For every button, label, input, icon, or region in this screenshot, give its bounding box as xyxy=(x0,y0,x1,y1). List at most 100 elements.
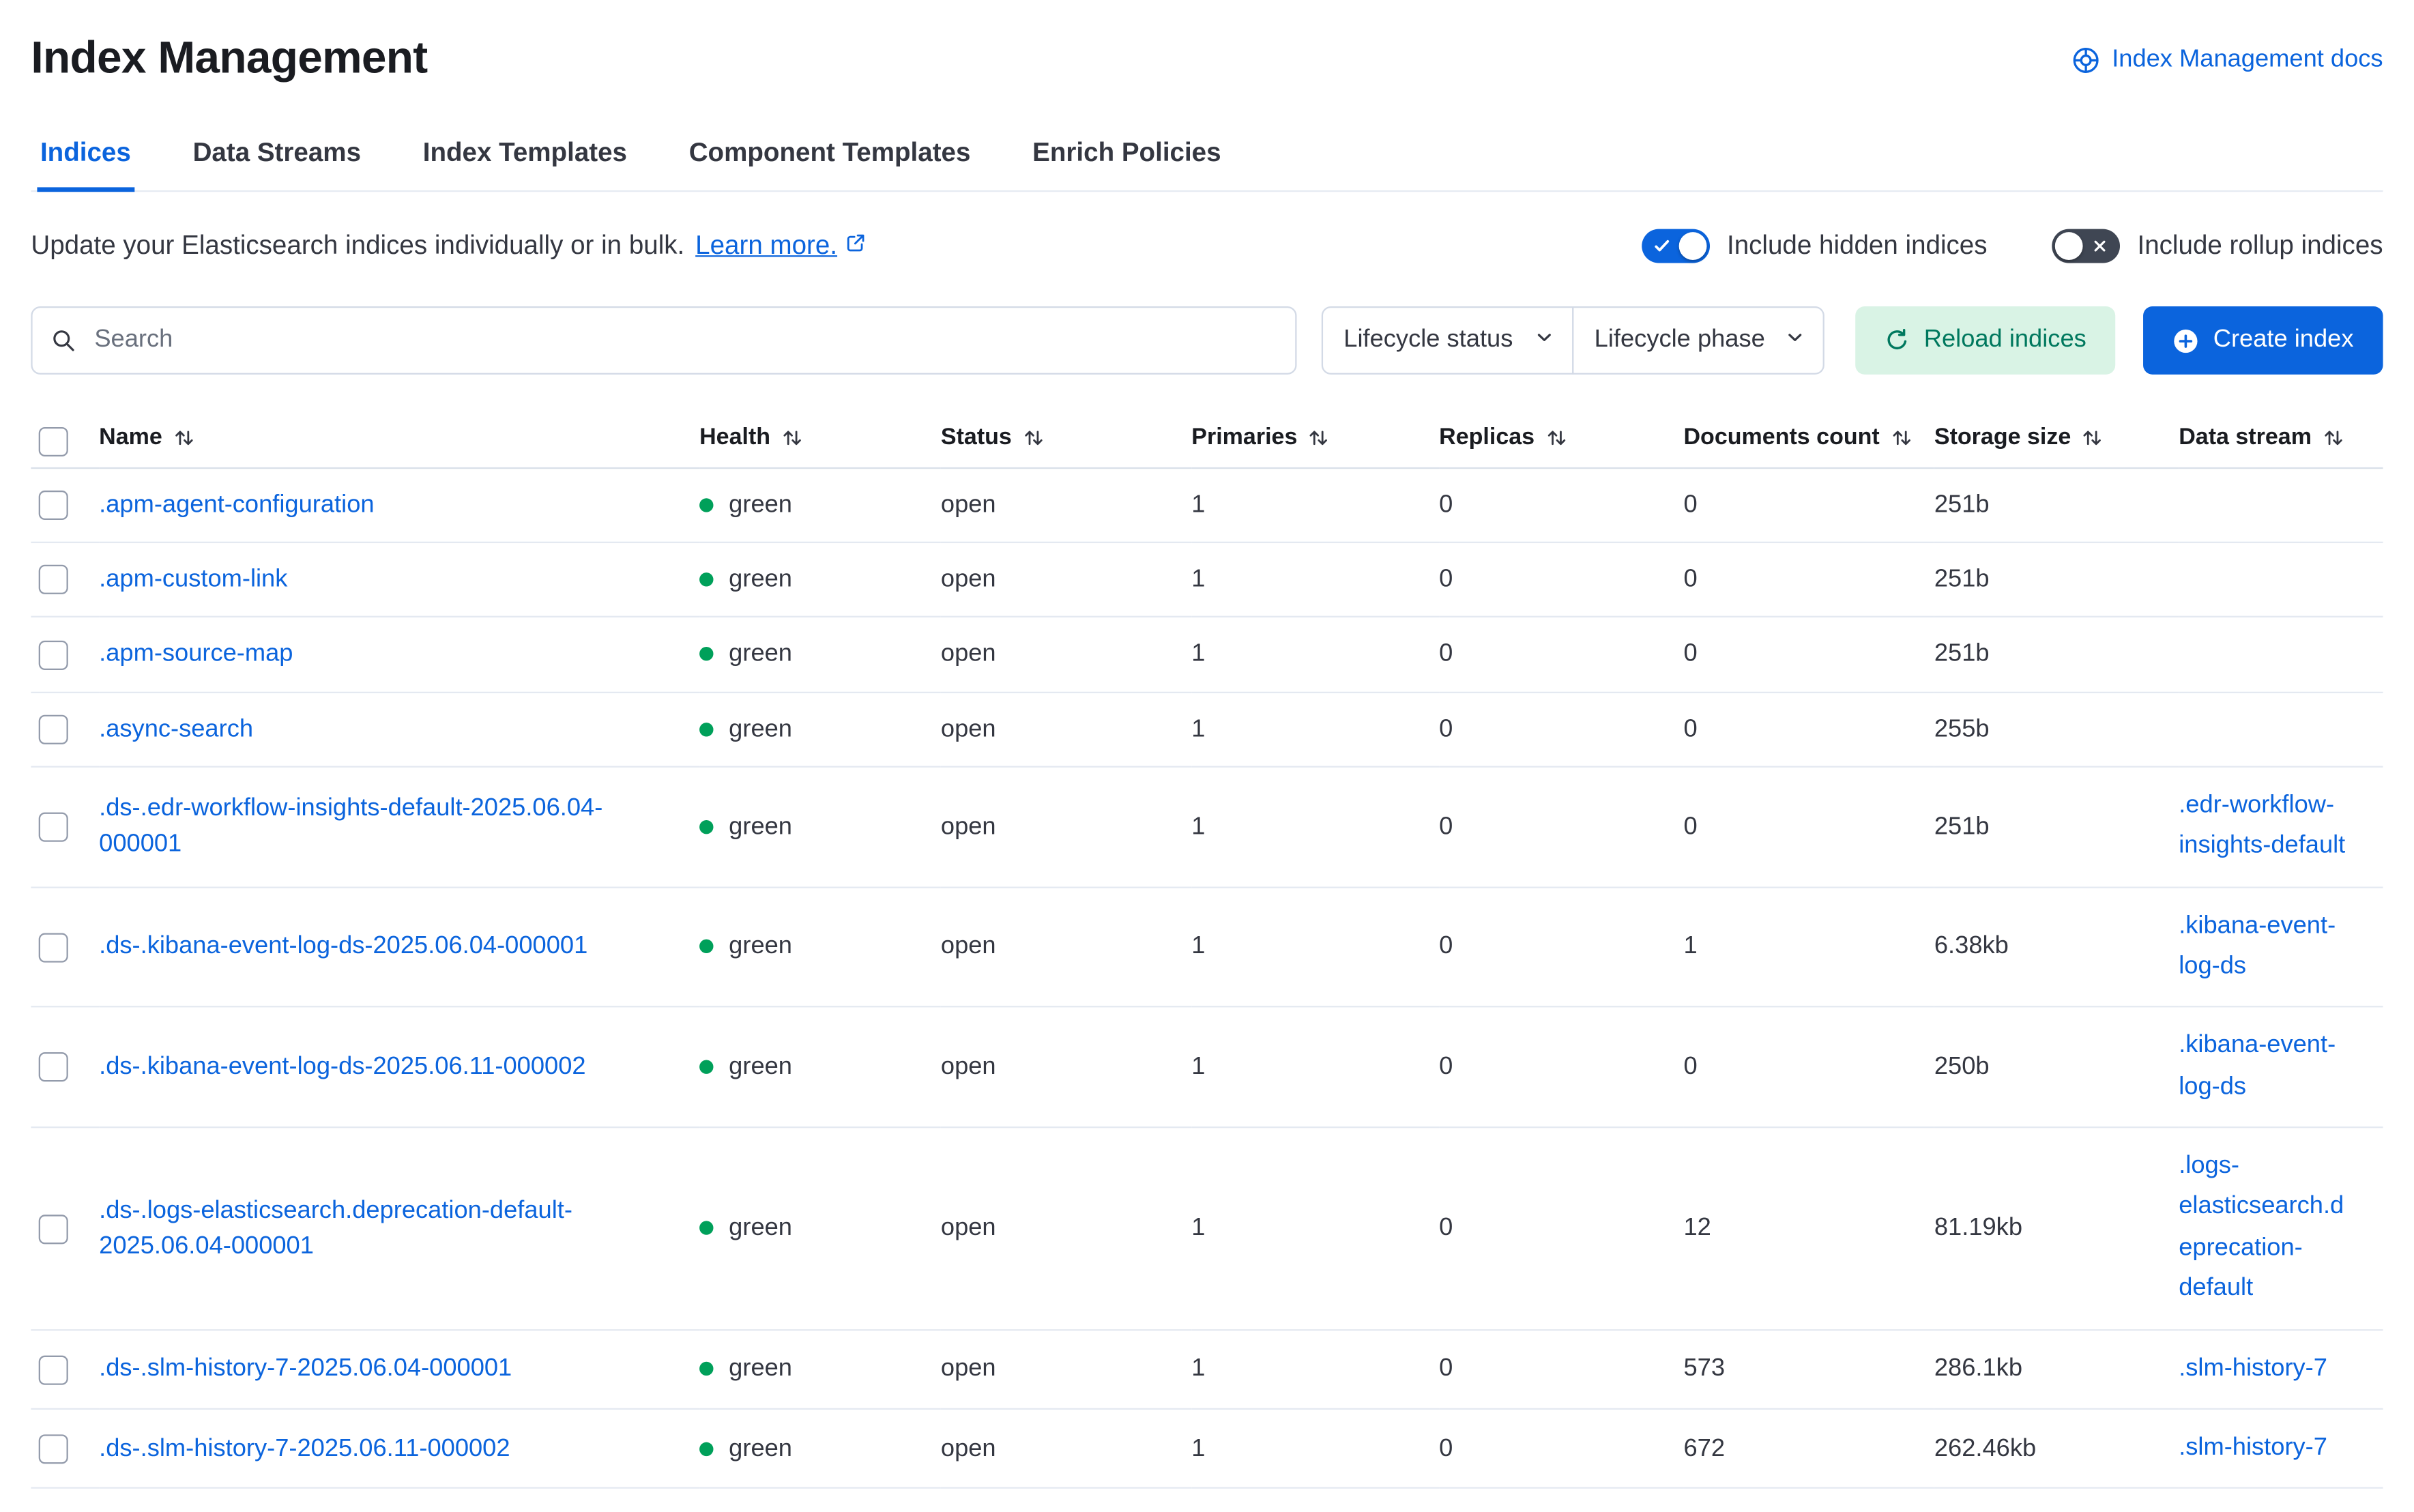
tab-enrich-policies[interactable]: Enrich Policies xyxy=(1032,137,1221,167)
storage-size-value: 81.19kb xyxy=(1934,1127,2179,1331)
storage-size-value: 251b xyxy=(1934,468,2179,544)
select-all-checkbox[interactable] xyxy=(38,426,68,456)
health-dot xyxy=(699,647,714,662)
docs-link-label: Index Management docs xyxy=(2112,45,2383,72)
row-checkbox[interactable] xyxy=(38,565,68,595)
sort-icon xyxy=(175,430,193,445)
include-hidden-indices-switch[interactable] xyxy=(1642,229,1711,263)
health-dot xyxy=(699,572,714,587)
table-row: .async-search green open 1 0 0 255b xyxy=(31,691,2383,768)
replicas-value: 0 xyxy=(1439,886,1684,1008)
row-checkbox[interactable] xyxy=(38,1434,68,1464)
check-icon xyxy=(1653,237,1671,255)
table-row: .apm-agent-configuration green open 1 0 … xyxy=(31,468,2383,544)
create-index-button[interactable]: Create index xyxy=(2143,306,2383,375)
row-checkbox[interactable] xyxy=(38,1053,68,1083)
row-checkbox[interactable] xyxy=(38,812,68,842)
column-header-replicas[interactable]: Replicas xyxy=(1439,414,1684,469)
index-name-link[interactable]: .ds-.kibana-event-log-ds-2025.06.11-0000… xyxy=(99,1053,586,1081)
status-value: open xyxy=(940,1006,1192,1129)
index-name-link[interactable]: .apm-source-map xyxy=(99,641,293,668)
index-name-link[interactable]: .ds-.edr-workflow-insights-default-2025.… xyxy=(99,795,603,858)
page-title: Index Management xyxy=(31,33,428,84)
documents-count-value: 12 xyxy=(1683,1127,1934,1331)
tab-indices[interactable]: Indices xyxy=(37,128,134,192)
reload-indices-button[interactable]: Reload indices xyxy=(1855,306,2116,375)
health-dot xyxy=(699,1221,714,1236)
toggle-label: Include rollup indices xyxy=(2137,230,2383,261)
column-label: Data stream xyxy=(2179,424,2312,450)
tabs: Indices Data Streams Index Templates Compon… xyxy=(31,128,2383,192)
documents-count-value: 0 xyxy=(1683,1006,1934,1129)
tab-component-templates[interactable]: Component Templates xyxy=(688,137,971,167)
index-name-link[interactable]: .ds-.slm-history-7-2025.06.04-000001 xyxy=(99,1356,512,1382)
tab-data-streams[interactable]: Data Streams xyxy=(192,137,362,167)
column-header-health[interactable]: Health xyxy=(699,414,941,469)
primaries-value: 1 xyxy=(1191,886,1440,1008)
index-name-link[interactable]: .ds-.kibana-event-log-ds-2025.06.04-0000… xyxy=(99,933,588,960)
replicas-value: 0 xyxy=(1439,617,1684,693)
index-name-link[interactable]: .ds-.slm-history-7-2025.06.11-000002 xyxy=(99,1435,510,1462)
learn-more-label: Learn more. xyxy=(695,230,838,261)
row-checkbox[interactable] xyxy=(38,640,68,670)
lifecycle-status-label: Lifecycle status xyxy=(1343,326,1513,353)
search-input[interactable] xyxy=(31,306,1298,375)
switch-thumb xyxy=(2055,232,2084,261)
storage-size-value: 6.38kb xyxy=(1934,886,2179,1008)
primaries-value: 1 xyxy=(1191,1127,1440,1331)
column-header-primaries[interactable]: Primaries xyxy=(1191,414,1440,469)
table-row: .ds-.kibana-event-log-ds-2025.06.04-0000… xyxy=(31,886,2383,1008)
documents-count-value: 0 xyxy=(1683,542,1934,618)
include-hidden-indices-toggle: Include hidden indices xyxy=(1642,229,1988,263)
data-stream-link[interactable]: .slm-history-7 xyxy=(2179,1434,2327,1462)
data-stream-link[interactable]: .kibana-event-log-ds xyxy=(2179,1032,2336,1100)
health-value: green xyxy=(729,1053,792,1081)
lifecycle-status-select[interactable]: Lifecycle status xyxy=(1322,306,1575,375)
data-stream-link[interactable]: .edr-workflow-insights-default xyxy=(2179,791,2346,860)
data-stream-link[interactable]: .slm-history-7 xyxy=(2179,1354,2327,1382)
column-label: Status xyxy=(940,424,1012,450)
storage-size-value: 250b xyxy=(1934,1006,2179,1129)
column-header-name[interactable]: Name xyxy=(99,414,700,469)
health-dot xyxy=(699,819,714,834)
table-row: .ds-.kibana-event-log-ds-2025.06.11-0000… xyxy=(31,1006,2383,1129)
sort-icon xyxy=(1892,430,1910,445)
plus-in-circle-icon xyxy=(2173,328,2200,354)
lifecycle-filters: Lifecycle status Lifecycle phase xyxy=(1322,306,1825,375)
include-rollup-indices-switch[interactable] xyxy=(2052,229,2121,263)
storage-size-value: 262.46kb xyxy=(1934,1409,2179,1489)
column-header-status[interactable]: Status xyxy=(940,414,1192,469)
column-header-data-stream[interactable]: Data stream xyxy=(2179,414,2383,469)
documents-count-value: 0 xyxy=(1683,691,1934,768)
controls-row: Lifecycle status Lifecycle phase xyxy=(31,306,2383,375)
column-header-documents-count[interactable]: Documents count xyxy=(1683,414,1934,469)
row-checkbox[interactable] xyxy=(38,1354,68,1384)
row-checkbox[interactable] xyxy=(38,1214,68,1244)
docs-link[interactable]: Index Management docs xyxy=(2071,46,2383,74)
sort-icon xyxy=(783,430,801,445)
index-name-link[interactable]: .async-search xyxy=(99,716,254,742)
refresh-icon xyxy=(1885,328,1910,353)
table-header-row: Name Health Status Primaries Replicas Documen… xyxy=(31,414,2383,469)
index-name-link[interactable]: .ds-.logs-elasticsearch.deprecation-defa… xyxy=(99,1197,572,1260)
replicas-value: 0 xyxy=(1439,1409,1684,1489)
column-header-storage-size[interactable]: Storage size xyxy=(1934,414,2179,469)
index-name-link[interactable]: .apm-agent-configuration xyxy=(99,492,375,519)
lifecycle-phase-select[interactable]: Lifecycle phase xyxy=(1572,306,1825,375)
data-stream-link[interactable]: .kibana-event-log-ds xyxy=(2179,912,2336,980)
row-checkbox[interactable] xyxy=(38,932,68,962)
data-stream-link[interactable]: .logs-elasticsearch.deprecation-default xyxy=(2179,1152,2344,1302)
row-checkbox[interactable] xyxy=(38,491,68,521)
cross-icon xyxy=(2093,238,2108,254)
tab-index-templates[interactable]: Index Templates xyxy=(422,137,627,167)
status-value: open xyxy=(940,468,1192,544)
status-value: open xyxy=(940,886,1192,1008)
health-value: green xyxy=(729,641,792,668)
row-checkbox[interactable] xyxy=(38,714,68,744)
index-name-link[interactable]: .apm-custom-link xyxy=(99,566,288,594)
health-dot xyxy=(699,498,714,512)
sort-icon xyxy=(2084,430,2102,445)
lifecycle-phase-label: Lifecycle phase xyxy=(1594,326,1765,353)
learn-more-link[interactable]: Learn more. xyxy=(695,231,867,261)
sort-icon xyxy=(1024,430,1043,445)
